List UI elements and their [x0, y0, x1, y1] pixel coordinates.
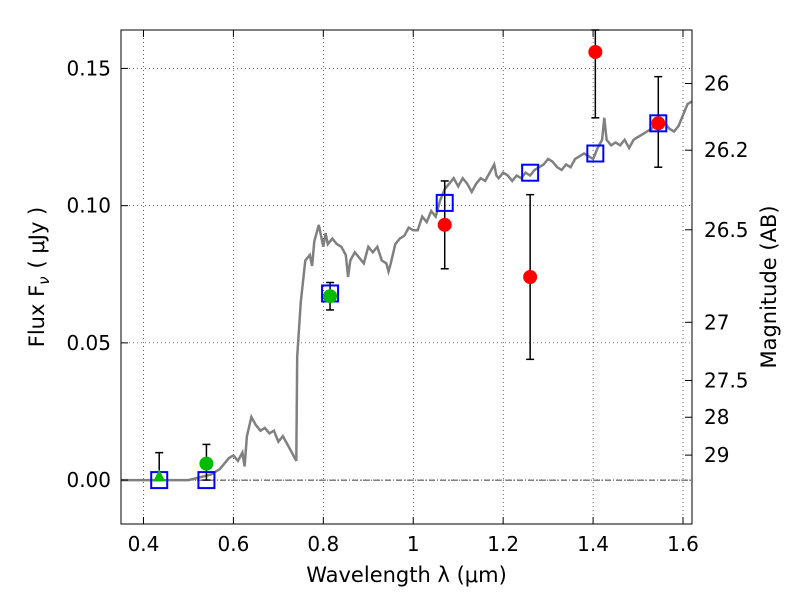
y2-tick-label: 26: [704, 72, 729, 96]
green-detection-point: [323, 289, 338, 304]
x-tick-label: 0.4: [128, 532, 160, 556]
axis-ticks: 0.4 0.6 0.8 1 1.2 1.4 1.6 0.00 0.05 0.10 0.15 26 26.…: [66, 30, 749, 556]
green-upper-limit-marker: [153, 469, 166, 482]
model-photometry-square: [435, 193, 454, 212]
y-tick-label: 0.15: [66, 56, 111, 80]
x-axis-label: Wavelength λ (μm): [306, 563, 507, 587]
x-tick-label: 0.6: [217, 532, 249, 556]
model-photometry-square: [586, 144, 605, 163]
y2-tick-label: 29: [704, 443, 729, 467]
x-tick-label: 1: [407, 532, 420, 556]
y-tick-label: 0.05: [66, 331, 111, 355]
green-detection-point: [199, 456, 214, 471]
red-detection-point: [437, 217, 452, 232]
model-photometry-square: [197, 471, 216, 490]
red-detection-point: [523, 270, 538, 284]
y-tick-label: 0.00: [66, 468, 111, 492]
y-axis-label: Flux Fν ( μJy ): [25, 207, 53, 348]
y-axis-label-unit: ( μJy ): [25, 207, 49, 269]
y2-tick-label: 28: [704, 405, 729, 429]
y2-tick-label: 27: [704, 310, 729, 334]
red-detection-point: [588, 44, 603, 59]
sed-model-layer: [121, 100, 693, 482]
svg-text:Flux Fν( μJy ): Flux Fν ( μJy ): [25, 207, 53, 348]
photometry-markers: [150, 29, 668, 490]
y-axis-label-subscript: ν: [35, 276, 53, 284]
model-photometry-square: [521, 163, 540, 182]
y2-tick-label: 27.5: [704, 368, 749, 392]
x-tick-label: 1.6: [667, 532, 699, 556]
red-detection-point: [651, 116, 666, 131]
sed-model-curve: [121, 100, 693, 482]
model-photometry-square: [649, 114, 668, 133]
y-tick-label: 0.10: [66, 194, 111, 218]
plot-frame: [120, 29, 693, 525]
y2-tick-label: 26.2: [704, 138, 749, 162]
x-tick-label: 0.8: [307, 532, 339, 556]
x-tick-label: 1.4: [577, 532, 609, 556]
x-tick-label: 1.2: [487, 532, 519, 556]
y2-axis-label: Magnitude (AB): [757, 205, 781, 368]
y2-tick-label: 26.5: [704, 218, 749, 242]
y-axis-label-main: Flux F: [25, 285, 49, 347]
